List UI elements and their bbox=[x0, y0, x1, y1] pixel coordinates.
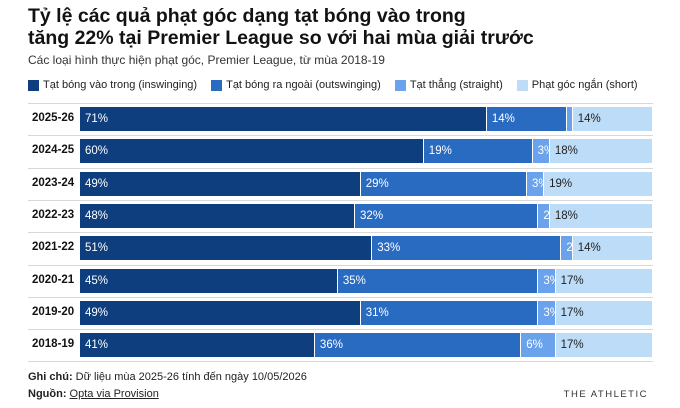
bar-segment-2025-26-s0 bbox=[80, 107, 487, 132]
title-line-1: Tỷ lệ các quả phạt góc dạng tạt bóng vào… bbox=[28, 5, 466, 27]
year-label-2022-23: 2022-23 bbox=[32, 209, 75, 222]
data-label-2023-24-s1: 29% bbox=[365, 177, 389, 190]
data-label-2023-24-s3: 19% bbox=[549, 177, 573, 190]
bar-segment-2024-25-s3 bbox=[549, 139, 653, 164]
legend-label-1: Tạt bóng ra ngoài (outswinging) bbox=[226, 79, 381, 91]
data-label-2021-22-s3: 14% bbox=[577, 242, 601, 255]
data-label-2019-20-s0: 49% bbox=[85, 306, 109, 319]
data-label-2020-21-s0: 45% bbox=[85, 274, 109, 287]
data-label-2022-23-s0: 48% bbox=[85, 210, 109, 223]
bar-segment-2022-23-s2 bbox=[538, 204, 550, 229]
stacked-bar-chart: 2025-2671%14%1%14%2024-2560%19%3%18%2023… bbox=[28, 103, 653, 363]
data-label-2018-19-s0: 41% bbox=[85, 339, 109, 352]
bar-segment-2024-25-s2 bbox=[532, 139, 550, 164]
bar-segment-2021-22-s0 bbox=[80, 236, 373, 261]
legend-item-2: Tạt thẳng (straight) bbox=[394, 77, 503, 93]
row-divider bbox=[28, 361, 653, 363]
legend-item-1: Tạt bóng ra ngoài (outswinging) bbox=[211, 77, 381, 93]
bar-segment-2025-26-s3 bbox=[572, 107, 653, 132]
data-label-2024-25-s3: 18% bbox=[554, 145, 578, 158]
row-divider bbox=[28, 135, 653, 137]
bar-segment-2022-23-s3 bbox=[549, 204, 653, 229]
bar-segment-2020-21-s3 bbox=[555, 268, 653, 293]
row-divider bbox=[28, 329, 653, 331]
data-label-2024-25-s0: 60% bbox=[85, 145, 109, 158]
footer-source: Nguồn: Opta via Provision bbox=[28, 388, 159, 400]
bar-segment-2018-19-s1 bbox=[314, 333, 522, 358]
bar-segment-2019-20-s3 bbox=[555, 300, 653, 325]
data-label-2018-19-s2: 6% bbox=[526, 339, 543, 352]
data-label-2019-20-s1: 31% bbox=[365, 306, 389, 319]
data-label-2020-21-s1: 35% bbox=[342, 274, 366, 287]
bar-segment-2019-20-s1 bbox=[360, 300, 539, 325]
note-text: Dữ liệu mùa 2025-26 tính đến ngày 10/05/… bbox=[75, 371, 307, 383]
bar-segment-2024-25-s1 bbox=[423, 139, 533, 164]
data-label-2023-24-s0: 49% bbox=[85, 177, 109, 190]
year-label-2025-26: 2025-26 bbox=[32, 112, 75, 125]
legend-label-2: Tạt thẳng (straight) bbox=[409, 79, 503, 91]
data-label-2020-21-s3: 17% bbox=[560, 274, 584, 287]
year-label-2021-22: 2021-22 bbox=[32, 241, 75, 254]
bar-segment-2023-24-s0 bbox=[80, 171, 361, 196]
footer-note: Ghi chú: Dữ liệu mùa 2025-26 tính đến ng… bbox=[28, 371, 307, 383]
bar-segment-2023-24-s2 bbox=[526, 171, 545, 196]
year-label-2023-24: 2023-24 bbox=[32, 176, 75, 189]
data-label-2025-26-s3: 14% bbox=[577, 113, 601, 126]
bar-segment-2025-26-s1 bbox=[486, 107, 568, 132]
bar-segment-2025-26-s2 bbox=[567, 107, 573, 132]
bar-segment-2019-20-s2 bbox=[538, 300, 556, 325]
row-divider bbox=[28, 167, 653, 169]
year-label-2020-21: 2020-21 bbox=[32, 273, 75, 286]
year-label-2024-25: 2024-25 bbox=[32, 144, 75, 157]
legend-swatch-1 bbox=[211, 79, 223, 91]
row-divider bbox=[28, 264, 653, 266]
brand-logo-text: THE ATHLETIC bbox=[563, 389, 648, 400]
source-link[interactable]: Opta via Provision bbox=[69, 388, 159, 400]
year-label-2019-20: 2019-20 bbox=[32, 305, 75, 318]
bar-segment-2023-24-s1 bbox=[360, 171, 527, 196]
bar-segment-2020-21-s2 bbox=[538, 268, 556, 293]
data-label-2019-20-s3: 17% bbox=[560, 306, 584, 319]
legend-swatch-2 bbox=[394, 79, 406, 91]
data-label-2021-22-s0: 51% bbox=[85, 242, 109, 255]
legend-item-3: Phạt góc ngắn (short) bbox=[516, 77, 638, 93]
note-label: Ghi chú: bbox=[28, 371, 73, 383]
row-divider bbox=[28, 232, 653, 234]
bar-segment-2024-25-s0 bbox=[80, 139, 424, 164]
data-label-2025-26-s0: 71% bbox=[85, 113, 109, 126]
source-label: Nguồn: bbox=[28, 388, 67, 400]
legend-label-0: Tạt bóng vào trong (inswinging) bbox=[43, 79, 198, 91]
data-label-2025-26-s1: 14% bbox=[491, 113, 515, 126]
legend-swatch-3 bbox=[516, 79, 528, 91]
data-label-2022-23-s3: 18% bbox=[554, 210, 578, 223]
bar-segment-2018-19-s3 bbox=[555, 333, 653, 358]
bar-segment-2021-22-s1 bbox=[372, 236, 562, 261]
bar-segment-2021-22-s2 bbox=[561, 236, 573, 261]
bar-segment-2020-21-s1 bbox=[337, 268, 539, 293]
row-divider bbox=[28, 199, 653, 201]
data-label-2018-19-s1: 36% bbox=[319, 339, 343, 352]
chart-subtitle: Các loại hình thực hiện phạt góc, Premie… bbox=[28, 53, 385, 67]
legend-label-3: Phạt góc ngắn (short) bbox=[531, 79, 638, 91]
data-label-2021-22-s1: 33% bbox=[377, 242, 401, 255]
bar-segment-2021-22-s3 bbox=[572, 236, 653, 261]
year-label-2018-19: 2018-19 bbox=[32, 338, 75, 351]
title-line-2: tăng 22% tại Premier League so với hai m… bbox=[28, 27, 534, 49]
row-divider bbox=[28, 296, 653, 298]
data-label-2022-23-s1: 32% bbox=[360, 210, 384, 223]
bar-segment-2022-23-s1 bbox=[355, 204, 539, 229]
bar-segment-2018-19-s0 bbox=[80, 333, 315, 358]
bar-segment-2018-19-s2 bbox=[521, 333, 556, 358]
bar-segment-2020-21-s0 bbox=[80, 268, 338, 293]
bar-segment-2023-24-s3 bbox=[544, 171, 653, 196]
legend: Tạt bóng vào trong (inswinging) Tạt bóng … bbox=[28, 77, 652, 93]
legend-swatch-0 bbox=[28, 79, 39, 91]
bar-segment-2019-20-s0 bbox=[80, 300, 361, 325]
row-divider bbox=[28, 103, 653, 104]
chart-title: Tỷ lệ các quả phạt góc dạng tạt bóng vào… bbox=[28, 5, 658, 49]
bar-segment-2022-23-s0 bbox=[80, 204, 356, 229]
legend-item-0: Tạt bóng vào trong (inswinging) bbox=[28, 77, 197, 93]
data-label-2018-19-s3: 17% bbox=[560, 339, 584, 352]
data-label-2024-25-s1: 19% bbox=[428, 145, 452, 158]
